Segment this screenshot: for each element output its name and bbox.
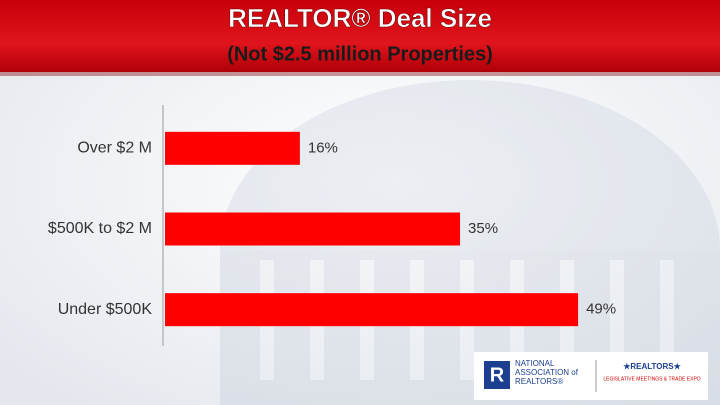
category-label: Over $2 M — [77, 140, 152, 157]
chart-subtitle: (Not $2.5 million Properties) — [227, 43, 493, 65]
bar — [165, 293, 579, 327]
logo-text: REALTORS® — [515, 377, 563, 386]
bar — [165, 131, 300, 165]
realtor-r-logo — [484, 361, 510, 389]
header-band — [0, 0, 720, 72]
r-glyph: R — [490, 364, 505, 386]
header-shadow — [0, 72, 720, 76]
logos: R NATIONAL ASSOCIATION of REALTORS® ★REA… — [474, 352, 708, 400]
bar — [165, 212, 461, 246]
logo-text: ASSOCIATION of — [515, 368, 579, 377]
category-label: $500K to $2 M — [48, 220, 152, 237]
data-label: 35% — [468, 220, 498, 237]
data-label: 49% — [586, 301, 616, 318]
logo-box — [474, 352, 708, 400]
logo-text: LEGISLATIVE MEETINGS & TRADE EXPO — [603, 376, 700, 382]
category-label: Under $500K — [58, 301, 153, 318]
data-label: 16% — [308, 139, 338, 156]
logo-text: NATIONAL — [515, 359, 555, 368]
chart-title: REALTOR® Deal Size — [228, 3, 492, 33]
logo-text: ★REALTORS★ — [623, 362, 681, 371]
